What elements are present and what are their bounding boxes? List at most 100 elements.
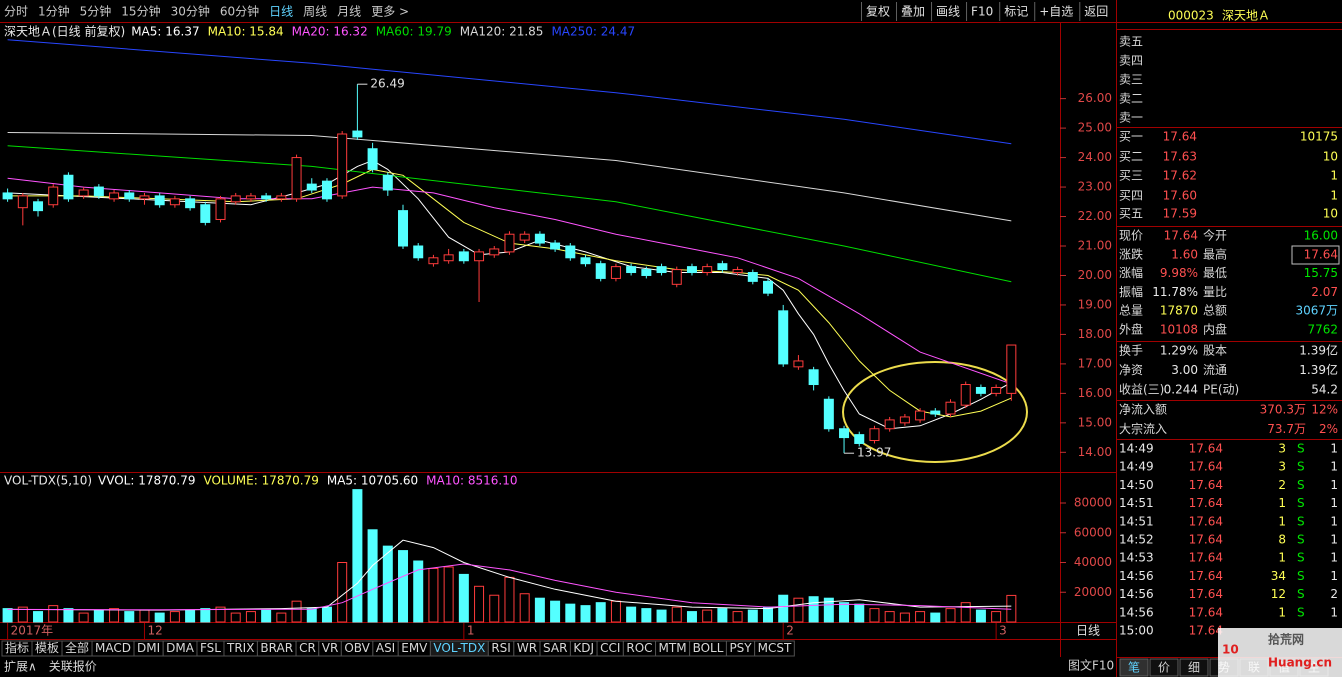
period-tab[interactable]: 15分钟: [121, 4, 160, 19]
stat-value: 2.07: [1311, 285, 1338, 299]
toolbar-button[interactable]: 叠加: [901, 5, 925, 19]
x-tick-label: 1: [467, 624, 475, 638]
logo-site: 拾荒网: [1268, 632, 1304, 647]
side-tab[interactable]: [1149, 658, 1179, 677]
stat-label: 总量: [1119, 304, 1143, 318]
side-tab-label[interactable]: 价: [1158, 661, 1170, 675]
indicator-tab-label[interactable]: CR: [299, 641, 316, 655]
trade-cell: 34: [1271, 569, 1286, 583]
period-tab[interactable]: 日线: [269, 5, 293, 19]
candle-body: [185, 198, 196, 209]
period-tab[interactable]: 月线: [337, 5, 361, 19]
side-tab-label[interactable]: 笔: [1128, 660, 1140, 675]
y-tick-label: 60000: [1074, 525, 1112, 539]
indicator-tab-label[interactable]: MACD: [95, 641, 131, 655]
candle-body: [321, 180, 332, 200]
stat-value: 0.244: [1164, 383, 1198, 397]
indicator-tab-label[interactable]: DMI: [137, 641, 160, 655]
footer-link[interactable]: 关联报价: [49, 659, 97, 674]
side-tab[interactable]: [1119, 658, 1149, 677]
y-tick-label: 80000: [1074, 496, 1112, 510]
volume-bar: [139, 609, 150, 623]
footer-link[interactable]: 扩展∧: [4, 660, 37, 674]
indicator-tab-label[interactable]: RSI: [491, 641, 511, 655]
period-tab[interactable]: 60分钟: [220, 4, 259, 19]
candle-body: [367, 148, 378, 170]
stat-value: 1.39亿: [1299, 362, 1338, 377]
volume-bar: [185, 609, 196, 623]
candle-body: [474, 251, 485, 262]
indicator-tab-label[interactable]: VR: [322, 641, 339, 655]
indicator-tab-label[interactable]: CCI: [600, 641, 620, 655]
side-tab[interactable]: [1179, 658, 1209, 677]
toolbar-button[interactable]: 画线: [936, 5, 960, 19]
stat-value: 9.98%: [1160, 266, 1198, 280]
indicator-tab-label[interactable]: MTM: [659, 641, 687, 655]
legend-item: MA10: 8516.10: [426, 474, 517, 488]
trade-cell: 17.64: [1189, 551, 1223, 565]
indicator-tab-label[interactable]: FSL: [200, 641, 221, 655]
candle-body: [854, 434, 865, 444]
indicator-tab[interactable]: [754, 640, 795, 657]
f10-link[interactable]: 图文F10: [1068, 658, 1114, 673]
indicator-tab-label[interactable]: WR: [517, 641, 537, 655]
indicator-tab-label[interactable]: TRIX: [226, 641, 254, 655]
stat-value: 17.64: [1164, 229, 1198, 243]
period-tab[interactable]: 更多 >: [371, 5, 409, 19]
indicator-tab-label[interactable]: DMA: [166, 641, 195, 655]
toolbar-button[interactable]: F10: [971, 5, 993, 19]
candle-body: [823, 398, 834, 430]
period-tab[interactable]: 周线: [303, 5, 327, 19]
candle-body: [291, 157, 302, 200]
indicator-tab-label[interactable]: PSY: [729, 641, 752, 655]
indicator-tab-label[interactable]: 模板: [35, 641, 59, 655]
candle-body: [808, 369, 819, 386]
period-tab[interactable]: 5分钟: [80, 4, 112, 19]
indicator-tab-label[interactable]: BOLL: [693, 641, 724, 655]
indicator-tab-label[interactable]: ROC: [626, 641, 652, 655]
volume-bar: [245, 611, 256, 623]
y-tick-label: 17.00: [1078, 356, 1112, 370]
side-tab-label[interactable]: 细: [1188, 661, 1200, 675]
indicator-tab-label[interactable]: OBV: [344, 641, 370, 655]
toolbar-button[interactable]: 复权: [866, 5, 890, 19]
toolbar-button[interactable]: 标记: [1004, 5, 1028, 19]
x-tick-label: 3: [999, 624, 1007, 638]
ask-label: 卖一: [1119, 111, 1143, 125]
candle-body: [139, 195, 150, 200]
indicator-tab-label[interactable]: KDJ: [573, 641, 594, 655]
toolbar-button[interactable]: 返回: [1084, 5, 1108, 19]
trade-cell: 3: [1278, 460, 1286, 474]
indicator-tab-label[interactable]: VOL-TDX: [433, 641, 485, 655]
candle-body: [626, 266, 637, 274]
legend-item: MA5: 10705.60: [327, 474, 418, 488]
bid-volume: 10: [1323, 150, 1338, 164]
volume-bar: [641, 608, 652, 623]
indicator-tab-label[interactable]: SAR: [543, 641, 567, 655]
y-tick-label: 15.00: [1078, 415, 1112, 429]
volume-bar: [474, 585, 485, 623]
bid-price: 17.64: [1163, 130, 1197, 144]
indicator-tab-label[interactable]: EMV: [401, 641, 428, 655]
indicator-tab-label[interactable]: MCST: [758, 641, 792, 655]
trade-cell: 17.64: [1189, 460, 1223, 474]
period-tab[interactable]: 分时: [4, 5, 28, 19]
period-tab[interactable]: 1分钟: [38, 4, 70, 19]
bid-volume: 1: [1330, 189, 1338, 203]
volume-bar: [428, 567, 439, 623]
ask-label: 卖五: [1119, 35, 1143, 49]
indicator-tab-label[interactable]: BRAR: [260, 641, 293, 655]
trade-cell: 1: [1278, 514, 1286, 528]
bid-price: 17.63: [1163, 150, 1197, 164]
stat-value: 11.78%: [1152, 285, 1198, 299]
indicator-tab-label[interactable]: ASI: [376, 641, 395, 655]
chart-title: 深天地Ａ(日线 前复权): [4, 24, 125, 39]
period-tab[interactable]: 30分钟: [171, 4, 210, 19]
toolbar-button[interactable]: +自选: [1039, 5, 1073, 19]
y-tick-label: 16.00: [1078, 386, 1112, 400]
stat-label: 振幅: [1119, 284, 1143, 299]
flow-label: 大宗流入: [1119, 421, 1167, 436]
indicator-tab-label[interactable]: 指标: [5, 640, 29, 655]
indicator-tab-label[interactable]: 全部: [65, 640, 89, 655]
volume-bar: [763, 606, 774, 623]
